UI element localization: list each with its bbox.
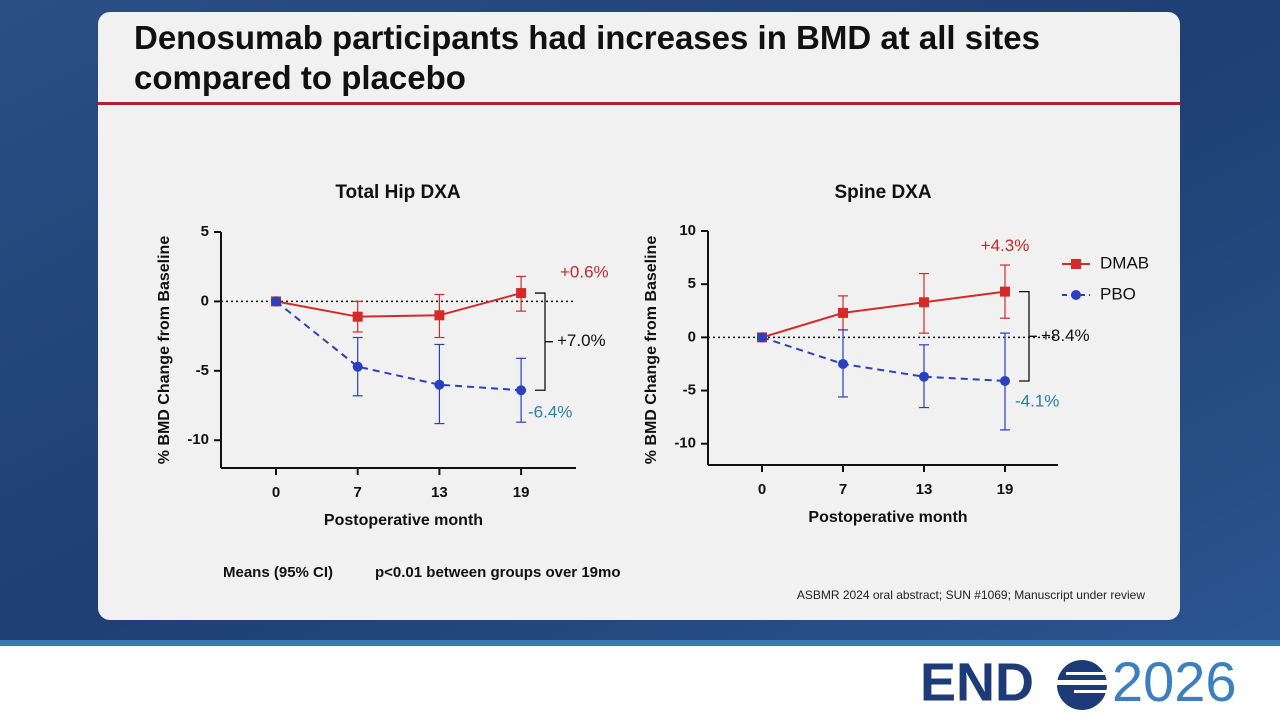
x-tick-label: 13 bbox=[916, 481, 933, 498]
marker bbox=[757, 332, 767, 343]
legend-marker bbox=[1071, 290, 1081, 300]
value-label: -4.1% bbox=[1015, 391, 1059, 410]
x-axis-label: Postoperative month bbox=[324, 512, 483, 529]
logo: 2026 bbox=[1112, 650, 1237, 713]
chart-title: Total Hip DXA bbox=[335, 182, 461, 203]
chart-title: Spine DXA bbox=[834, 182, 931, 203]
legend-marker bbox=[1071, 259, 1081, 269]
marker bbox=[352, 311, 363, 322]
x-tick-label: 0 bbox=[272, 484, 280, 501]
x-tick-label: 0 bbox=[758, 481, 766, 498]
footnote: ASBMR 2024 oral abstract; SUN #1069; Man… bbox=[797, 588, 1145, 602]
y-tick-label: 10 bbox=[679, 222, 696, 239]
marker bbox=[434, 310, 445, 321]
bracket bbox=[1019, 290, 1037, 382]
marker bbox=[919, 297, 929, 308]
annotation: +7.0% bbox=[557, 331, 606, 350]
y-axis-label: % BMD Change from Baseline bbox=[643, 236, 660, 465]
marker bbox=[271, 296, 281, 307]
logo: END bbox=[920, 652, 1034, 712]
y-axis-label: % BMD Change from Baseline bbox=[156, 236, 173, 465]
marker bbox=[1000, 286, 1010, 297]
marker bbox=[1000, 375, 1010, 386]
series-line bbox=[761, 290, 1006, 339]
x-tick-label: 13 bbox=[431, 484, 448, 501]
x-tick-label: 19 bbox=[513, 484, 530, 501]
x-tick-label: 7 bbox=[354, 484, 362, 501]
note: Means (95% CI) bbox=[223, 564, 333, 581]
value-label: -6.4% bbox=[528, 403, 572, 422]
y-tick-label: -10 bbox=[187, 431, 209, 448]
marker bbox=[919, 371, 929, 382]
series-line bbox=[275, 292, 522, 318]
marker bbox=[838, 307, 848, 318]
x-tick-label: 19 bbox=[997, 481, 1014, 498]
title-box: Denosumab participants had increases in … bbox=[134, 19, 1040, 96]
y-tick-label: -10 bbox=[674, 435, 696, 452]
x-tick-label: 7 bbox=[839, 481, 847, 498]
bracket bbox=[535, 292, 553, 391]
marker bbox=[516, 385, 527, 396]
marker bbox=[434, 379, 445, 390]
note: p<0.01 between groups over 19mo bbox=[375, 564, 621, 581]
title-rule bbox=[98, 102, 1180, 105]
legend-label: DMAB bbox=[1100, 253, 1149, 272]
series-line bbox=[275, 300, 522, 392]
marker bbox=[838, 358, 848, 369]
stripe bbox=[0, 640, 1280, 646]
annotation: +8.4% bbox=[1041, 326, 1090, 345]
y-tick-label: 0 bbox=[201, 292, 209, 309]
y-tick-label: 5 bbox=[201, 223, 209, 240]
x-axis-label: Postoperative month bbox=[808, 509, 967, 526]
logo-globe bbox=[1050, 660, 1114, 710]
marker bbox=[516, 288, 527, 299]
legend-label: PBO bbox=[1100, 284, 1136, 303]
y-tick-label: -5 bbox=[683, 382, 696, 399]
y-tick-label: 0 bbox=[688, 328, 696, 345]
y-tick-label: 5 bbox=[688, 275, 696, 292]
y-tick-label: -5 bbox=[196, 362, 209, 379]
value-label: +0.6% bbox=[560, 263, 609, 282]
slide-title: Denosumab participants had increases in … bbox=[134, 19, 1040, 96]
value-label: +4.3% bbox=[981, 236, 1030, 255]
series-line bbox=[761, 336, 1006, 382]
marker bbox=[352, 361, 363, 372]
